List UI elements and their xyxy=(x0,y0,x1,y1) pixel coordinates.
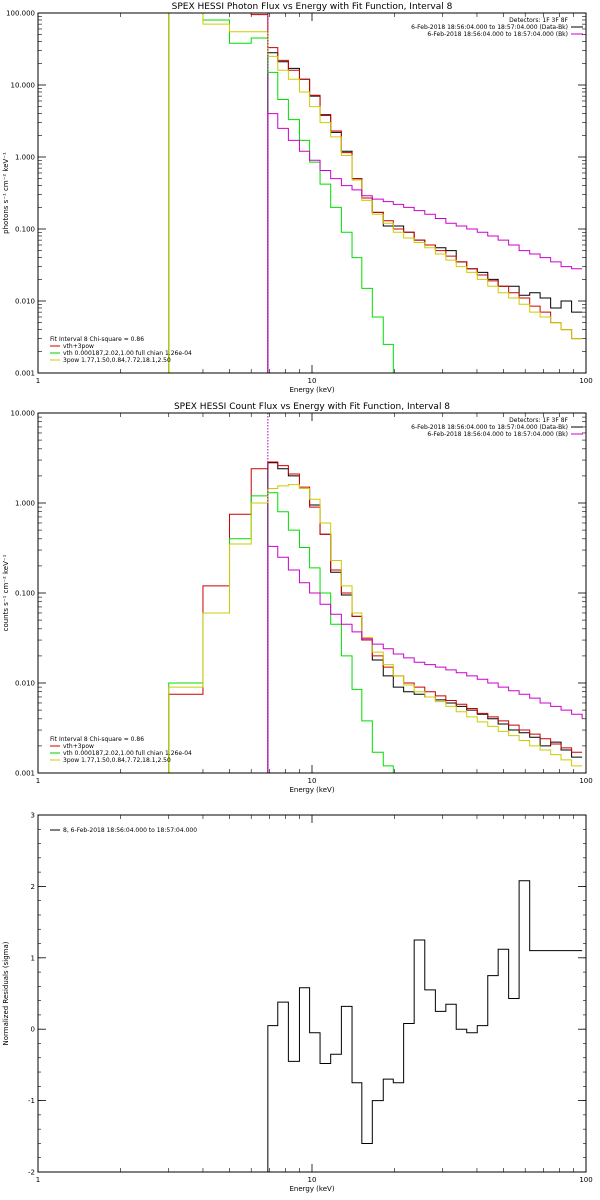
series-line-3 xyxy=(168,13,404,373)
x-tick-label: 1 xyxy=(36,777,40,785)
info-line: Detectors: 1F 3F 8F xyxy=(509,17,568,24)
series-line-5 xyxy=(267,113,583,373)
x-tick-label: 100 xyxy=(579,1176,592,1184)
y-tick-label: 3 xyxy=(31,812,35,820)
y-tick-label: 0.001 xyxy=(15,370,35,378)
plot-frame xyxy=(37,12,587,374)
minor-ticks xyxy=(38,13,586,373)
chart-title: SPEX HESSI Count Flux vs Energy with Fit… xyxy=(174,402,450,412)
info-line: 6-Feb-2018 18:56:04.000 to 18:57:04.000 … xyxy=(411,24,568,31)
minor-ticks xyxy=(38,814,586,1173)
legend-entry: vth 0.000187,2.02,1.00 full chian 1.26e-… xyxy=(63,750,192,757)
info-line: Detectors: 1F 3F 8F xyxy=(509,417,568,424)
series-line-2 xyxy=(168,461,583,773)
series-group xyxy=(267,880,583,1172)
info-line: 6-Feb-2018 18:56:04.000 to 18:57:04.000 … xyxy=(427,31,568,38)
series-line-2 xyxy=(168,13,583,373)
series-line-4 xyxy=(168,484,583,773)
chart-panel-3: 1 10 100 -2 -1 0 1 2 3 Energy (keV) Normalized Res… xyxy=(2,812,593,1194)
x-axis-label: Energy (keV) xyxy=(289,786,334,794)
y-tick-label: 2 xyxy=(31,883,35,891)
legend-title: Fit Interval 8 Chi-square = 0.86 xyxy=(50,736,144,743)
chart-title: SPEX HESSI Photon Flux vs Energy with Fi… xyxy=(172,2,453,12)
y-tick-label: 10.000 xyxy=(11,410,36,418)
y-tick-label: 0.100 xyxy=(15,226,35,234)
y-tick-label: -2 xyxy=(28,1169,35,1177)
y-axis-label: Normalized Residuals (sigma) xyxy=(2,941,10,1045)
y-axis-label: photons s⁻¹ cm⁻² keV⁻¹ xyxy=(2,152,10,234)
y-tick-label: 0.100 xyxy=(15,590,35,598)
series-group xyxy=(168,461,583,773)
series-line-3 xyxy=(168,492,404,773)
y-tick-label: 0.010 xyxy=(15,680,35,688)
y-axis-label: counts s⁻¹ cm⁻² keV⁻¹ xyxy=(2,554,10,631)
legend-entry: 3pow 1.77,1.50,0.84,7.72,18.1,2.50 xyxy=(63,357,171,364)
info-line: 6-Feb-2018 18:56:04.000 to 18:57:04.000 … xyxy=(411,424,568,431)
plot-frame xyxy=(37,412,587,774)
x-tick-label: 1 xyxy=(36,377,40,385)
x-axis-label: Energy (keV) xyxy=(289,386,334,394)
x-tick-label: 100 xyxy=(579,777,592,785)
x-tick-label: 1 xyxy=(36,1176,40,1184)
x-tick-label: 10 xyxy=(308,377,317,385)
y-tick-label: 100.000 xyxy=(6,10,35,18)
y-tick-label: 10.000 xyxy=(11,82,36,90)
y-tick-label: 0 xyxy=(31,1026,35,1034)
series-line-1 xyxy=(267,462,583,773)
x-tick-label: 10 xyxy=(308,777,317,785)
legend-entry: vth 0.000187,2.02,1.00 full chian 1.26e-… xyxy=(63,350,192,357)
x-tick-label: 100 xyxy=(579,377,592,385)
plot-frame xyxy=(37,814,587,1173)
y-tick-label: 1 xyxy=(31,954,35,962)
legend-entry: vth+3pow xyxy=(63,343,94,350)
legend-entry: vth+3pow xyxy=(63,743,94,750)
legend-entry: 8, 6-Feb-2018 18:56:04.000 to 18:57:04.0… xyxy=(63,827,197,834)
y-tick-label: 0.001 xyxy=(15,770,35,778)
series-group xyxy=(168,13,583,373)
y-tick-label: 0.010 xyxy=(15,298,35,306)
y-tick-label: -1 xyxy=(28,1097,35,1105)
series-line-4 xyxy=(168,13,583,373)
chart-panel-1: SPEX HESSI Photon Flux vs Energy with Fi… xyxy=(2,2,593,394)
info-line: 6-Feb-2018 18:56:04.000 to 18:57:04.000 … xyxy=(427,431,568,438)
legend-entry: 3pow 1.77,1.50,0.84,7.72,18.1,2.50 xyxy=(63,757,171,764)
legend-title: Fit Interval 8 Chi-square = 0.86 xyxy=(50,336,144,343)
y-tick-label: 1.000 xyxy=(15,154,35,162)
y-tick-label: 1.000 xyxy=(15,500,35,508)
series-line-1 xyxy=(267,880,583,1172)
x-axis-label: Energy (keV) xyxy=(289,1185,334,1193)
x-tick-label: 10 xyxy=(308,1176,317,1184)
chart-panel-2: SPEX HESSI Count Flux vs Energy with Fit… xyxy=(2,402,593,794)
series-line-5 xyxy=(267,545,583,773)
